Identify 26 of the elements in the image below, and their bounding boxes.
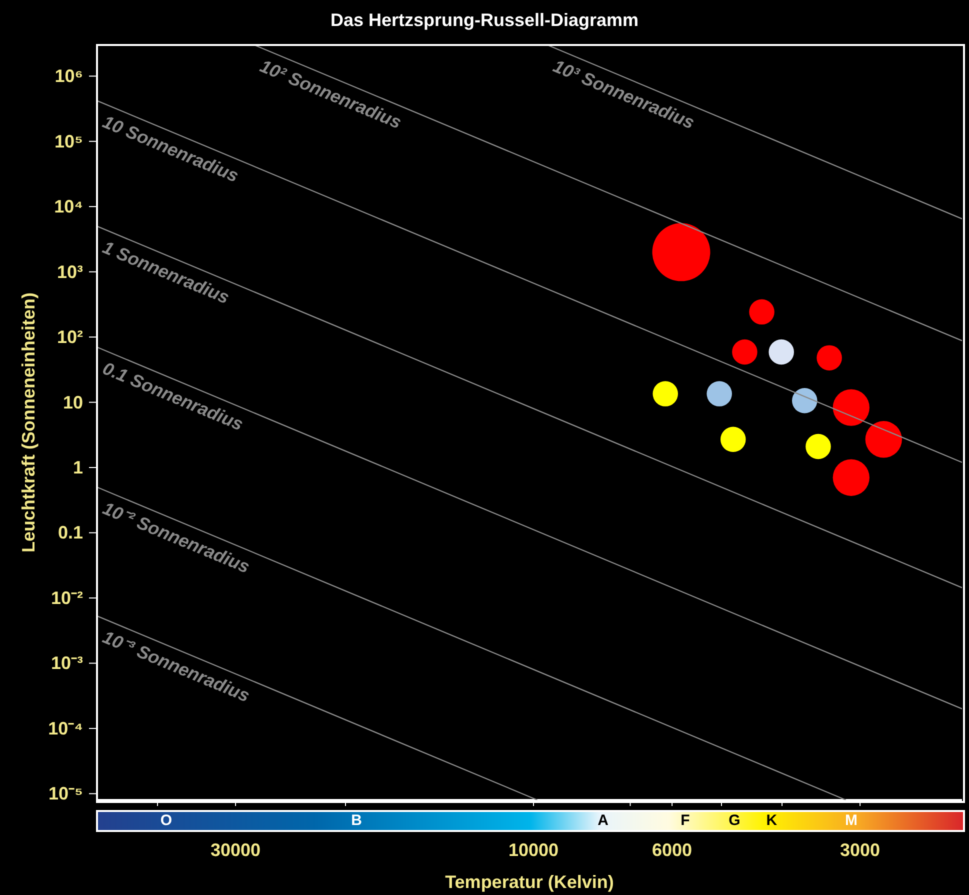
text: B: [350, 812, 363, 829]
y-tick-label: 10²: [56, 327, 84, 348]
text: F: [680, 812, 691, 829]
x-tick-label: 30000: [210, 840, 261, 860]
y-tick-label: 10⁵: [54, 131, 83, 152]
y-tick-label: 10³: [56, 262, 84, 282]
y-tick-label: 10: [62, 392, 83, 412]
text: A: [596, 812, 610, 829]
x-axis-title: Temperatur (Kelvin): [445, 872, 614, 892]
chart-title: Das Hertzsprung-Russell-Diagramm: [329, 10, 640, 31]
text: K: [765, 812, 778, 829]
x-tick-label: 3000: [840, 840, 880, 860]
text: G: [728, 812, 742, 829]
y-tick-label: 10⁻⁴: [48, 718, 83, 738]
y-tick-label: 0.1: [58, 522, 83, 543]
x-tick-label: 10000: [508, 840, 559, 860]
y-tick-label: 10⁻²: [50, 588, 84, 608]
text: O: [159, 812, 174, 829]
y-tick-label: 1: [72, 458, 83, 478]
y-tick-label: 10⁻³: [50, 653, 84, 674]
x-tick-label: 6000: [652, 840, 692, 860]
text: M: [844, 812, 859, 829]
y-axis-title: Leuchtkraft (Sonneneinheiten): [18, 292, 38, 553]
y-tick-label: 10⁴: [54, 196, 83, 217]
y-tick-label: 10⁻⁵: [48, 784, 83, 804]
y-tick-label: 10⁶: [54, 66, 83, 86]
